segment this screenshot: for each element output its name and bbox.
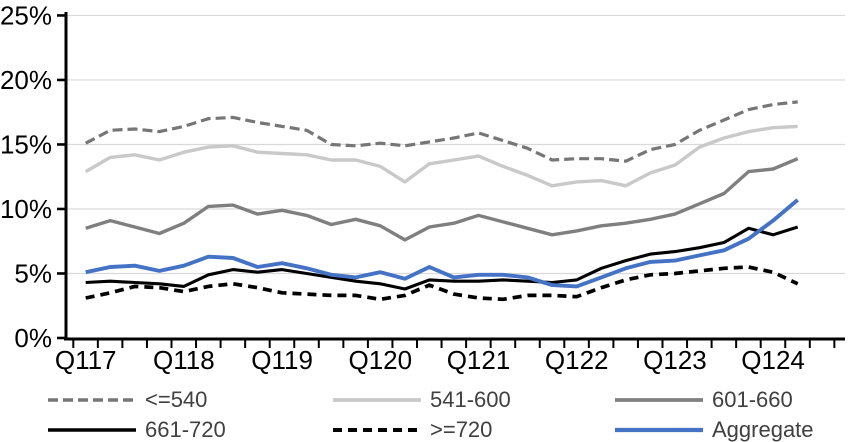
series-line-aggregate [85,198,799,289]
x-axis-tick-label: Q119 [251,345,313,375]
y-axis-tick-label: 25% [0,0,52,30]
y-axis-tick-label: 0% [14,323,52,353]
series-line-601-660 [85,157,799,242]
x-axis-tick-label: Q118 [153,345,215,375]
y-axis-tick-label: 20% [0,65,52,95]
series-line-541-600 [84,124,798,188]
x-axis-tick-label: Q124 [741,345,805,375]
x-axis-tick-label: Q120 [348,345,412,375]
x-axis-tick-label: Q117 [55,345,117,375]
series-line-661-720 [85,225,799,291]
x-axis-tick-label: Q122 [545,345,609,375]
series-line-540 [84,100,798,163]
x-axis-tick-label: Q121 [447,345,511,375]
y-axis-tick-label: 10% [0,194,52,224]
series-line-720 [85,265,799,302]
x-axis-tick-label: Q123 [643,345,707,375]
y-axis-tick-label: 5% [14,258,52,288]
y-axis-tick-label: 15% [0,129,52,159]
